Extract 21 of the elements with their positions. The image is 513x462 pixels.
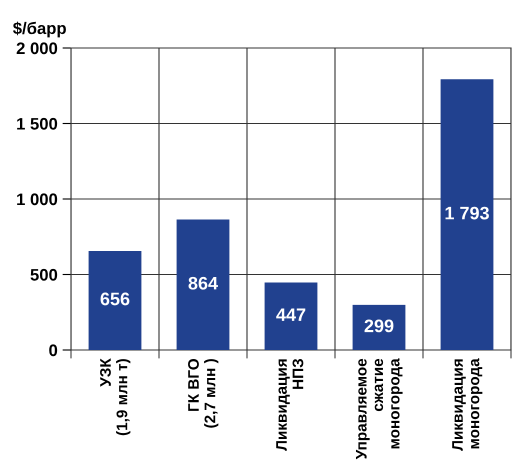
bar: [176, 220, 230, 350]
data-label: 1 793: [446, 206, 489, 220]
bar: [264, 282, 318, 350]
y-tick-label: 1 000: [17, 193, 58, 206]
y-axis-title: $/барр: [13, 22, 66, 38]
x-tick-label: УЗК (1,9 млн т): [100, 358, 130, 436]
data-label: 656: [100, 292, 130, 306]
bar: [440, 79, 494, 350]
x-tick-label: Управляемое сжатие моногорода: [356, 358, 403, 460]
y-tick-label: 500: [30, 268, 58, 281]
y-tick-label: 1 500: [17, 118, 58, 130]
x-tick-label: Ликвидация моногорода: [452, 358, 482, 451]
bar: [352, 304, 406, 350]
y-tick-label: 0: [49, 344, 58, 356]
x-tick-label: ГК ВГО (2,7 млн ): [188, 358, 218, 428]
y-tick-label: 2 000: [16, 42, 58, 54]
x-tick-label: Ликвидация НПЗ: [276, 359, 304, 451]
data-label: 447: [276, 308, 306, 321]
bar: [88, 250, 142, 350]
data-label: 864: [188, 276, 218, 290]
data-label: 299: [364, 319, 394, 332]
